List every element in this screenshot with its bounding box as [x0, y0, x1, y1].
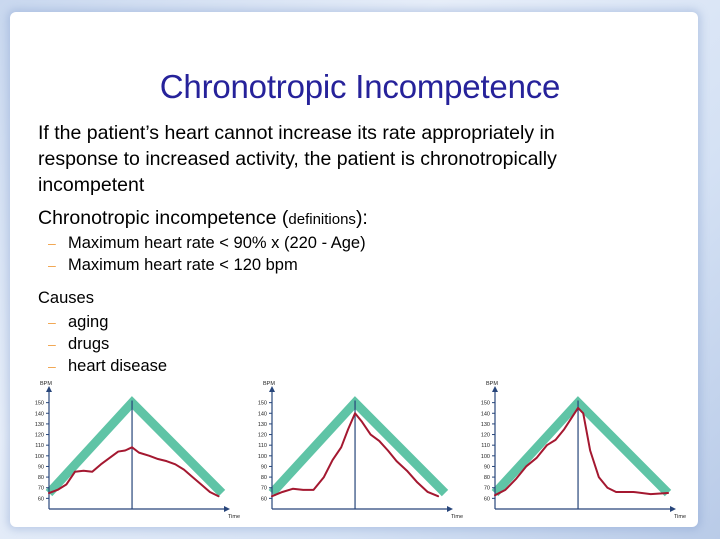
- y-axis-arrow: [269, 386, 275, 392]
- y-tick-label: 70: [38, 486, 44, 492]
- y-tick-label: 130: [258, 422, 267, 428]
- y-tick-label: 100: [258, 454, 267, 460]
- y-tick-label: 110: [481, 443, 490, 449]
- y-tick-label: 60: [261, 496, 267, 502]
- cause-text: heart disease: [68, 357, 168, 375]
- y-tick-label: 90: [484, 464, 490, 470]
- patient-heart-rate-line: [48, 446, 220, 498]
- list-item: – drugs: [48, 333, 167, 355]
- y-tick-label: 140: [35, 411, 44, 417]
- definitions-list: – Maximum heart rate < 90% x (220 - Age) …: [48, 232, 366, 276]
- list-item: – Maximum heart rate < 120 bpm: [48, 254, 366, 276]
- x-axis-label: Time: [228, 514, 240, 520]
- bullet-dash: –: [48, 257, 56, 273]
- y-tick-label: 90: [261, 464, 267, 470]
- y-tick-label: 60: [38, 496, 44, 502]
- slide-title: Chronotropic Incompetence: [159, 68, 561, 105]
- patient-heart-rate-line: [494, 406, 669, 497]
- y-tick-label: 150: [258, 401, 267, 407]
- bullet-dash: –: [48, 336, 56, 352]
- y-tick-label: 70: [261, 486, 267, 492]
- y-axis-arrow: [46, 386, 52, 392]
- y-tick-label: 70: [484, 486, 490, 492]
- intro-text: If the patient’s heart cannot increase i…: [38, 122, 557, 196]
- y-tick-label: 120: [481, 433, 490, 439]
- slide: [10, 12, 698, 527]
- definitions-heading: Chronotropic incompetence (definitions):: [38, 207, 368, 230]
- y-tick-label: 110: [35, 443, 44, 449]
- y-tick-label: 110: [258, 443, 267, 449]
- x-axis-arrow: [670, 506, 676, 512]
- x-axis-arrow: [224, 506, 230, 512]
- definitions-heading-small: definitions: [288, 211, 356, 228]
- y-axis-arrow: [492, 386, 498, 392]
- y-tick-label: 130: [35, 422, 44, 428]
- x-axis-label: Time: [674, 514, 686, 520]
- y-tick-label: 120: [258, 433, 267, 439]
- patient-heart-rate-line: [271, 412, 440, 498]
- causes-list: – aging – drugs – heart disease: [48, 311, 167, 377]
- y-tick-label: 100: [481, 454, 490, 460]
- chart-3: 60 70 80 90 100 110 120 130 140 150 BPM Time: [481, 381, 686, 520]
- y-tick-label: 80: [261, 475, 267, 481]
- y-tick-label: 80: [38, 475, 44, 481]
- cause-text: drugs: [68, 335, 110, 353]
- definitions-heading-end: ):: [355, 207, 368, 229]
- y-tick-label: 140: [258, 411, 267, 417]
- x-axis-arrow: [447, 506, 453, 512]
- list-item: – heart disease: [48, 355, 167, 377]
- definition-text: Maximum heart rate < 120 bpm: [68, 256, 298, 274]
- bullet-dash: –: [48, 314, 56, 330]
- cause-text: aging: [68, 313, 109, 331]
- causes-heading: Causes: [38, 289, 94, 307]
- y-axis-label: BPM: [263, 381, 275, 387]
- chart-2: 60 70 80 90 100 110 120 130 140 150 BPM Time: [258, 381, 463, 520]
- expected-rate-band: [491, 396, 672, 497]
- y-axis-label: BPM: [40, 381, 52, 387]
- y-tick-label: 80: [484, 475, 490, 481]
- list-item: – Maximum heart rate < 90% x (220 - Age): [48, 232, 366, 254]
- bullet-dash: –: [48, 235, 56, 251]
- definition-text: Maximum heart rate < 90% x (220 - Age): [68, 234, 366, 252]
- y-axis-label: BPM: [486, 381, 498, 387]
- x-axis-label: Time: [451, 514, 463, 520]
- y-tick-label: 100: [35, 454, 44, 460]
- y-tick-label: 150: [481, 401, 490, 407]
- y-tick-label: 140: [481, 411, 490, 417]
- list-item: – aging: [48, 311, 167, 333]
- y-tick-label: 130: [481, 422, 490, 428]
- y-tick-label: 120: [35, 433, 44, 439]
- bullet-dash: –: [48, 358, 56, 374]
- chart-1: 60 70 80 90 100 110 120 130 140 150 BPM Time: [35, 381, 240, 520]
- definitions-heading-main: Chronotropic incompetence (: [38, 207, 289, 229]
- y-tick-label: 150: [35, 401, 44, 407]
- y-tick-label: 60: [484, 496, 490, 502]
- y-tick-label: 90: [38, 464, 44, 470]
